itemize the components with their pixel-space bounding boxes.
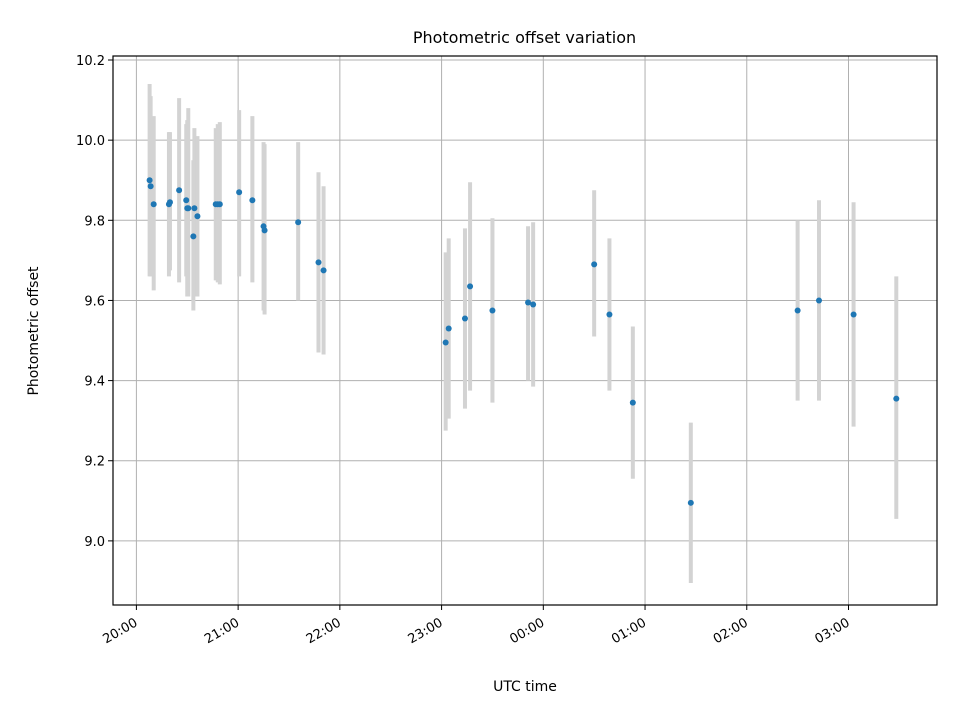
data-point xyxy=(194,213,201,220)
data-point xyxy=(489,307,496,314)
data-point xyxy=(591,261,598,268)
plot-frame xyxy=(112,55,938,606)
y-tick-label: 10.0 xyxy=(76,134,105,149)
data-point xyxy=(191,205,198,212)
x-axis-label: UTC time xyxy=(493,679,557,695)
data-point xyxy=(445,325,452,332)
data-point xyxy=(185,205,192,212)
data-point xyxy=(320,267,327,274)
data-point xyxy=(295,219,302,226)
y-tick-label: 10.2 xyxy=(76,54,105,69)
y-tick-label: 9.8 xyxy=(84,214,105,229)
data-point xyxy=(606,311,613,318)
data-point xyxy=(467,283,474,290)
data-point xyxy=(629,399,636,406)
y-tick-label: 9.4 xyxy=(84,375,105,390)
y-tick-label: 9.2 xyxy=(84,455,105,470)
data-point xyxy=(236,189,243,196)
point-layer xyxy=(146,177,900,506)
data-point xyxy=(183,197,190,204)
y-tick-label: 9.6 xyxy=(84,294,105,309)
data-point xyxy=(815,297,822,304)
y-tick-label: 9.0 xyxy=(84,535,105,550)
data-point xyxy=(261,227,268,234)
y-axis-label: Photometric offset xyxy=(26,266,42,396)
data-point xyxy=(146,177,153,184)
grid-layer xyxy=(113,56,937,605)
data-point xyxy=(525,299,532,306)
data-point xyxy=(176,187,183,194)
data-point xyxy=(249,197,256,204)
data-point xyxy=(166,199,173,206)
data-point xyxy=(893,395,900,402)
data-point xyxy=(461,315,468,322)
data-point xyxy=(190,233,197,240)
chart-title: Photometric offset variation xyxy=(413,28,636,47)
data-point xyxy=(687,499,694,506)
data-point xyxy=(794,307,801,314)
data-point xyxy=(216,201,223,208)
data-point xyxy=(150,201,157,208)
data-point xyxy=(315,259,322,266)
data-point xyxy=(850,311,857,318)
data-point xyxy=(530,301,537,308)
data-point xyxy=(442,339,449,346)
data-point xyxy=(147,183,154,190)
